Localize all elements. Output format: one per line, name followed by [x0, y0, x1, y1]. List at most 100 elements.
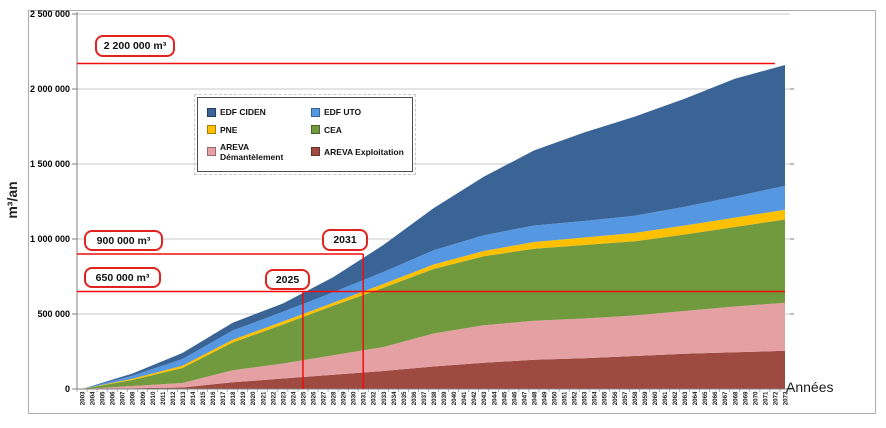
svg-text:2036: 2036	[411, 391, 418, 405]
annotation-year-2031: 2031	[322, 229, 368, 251]
legend-swatch-areva-exploitation	[311, 147, 320, 157]
legend-swatch-pne	[207, 125, 216, 134]
svg-text:2072: 2072	[772, 391, 779, 405]
legend-item-areva-demantelement: AREVA Démantèlement	[207, 142, 311, 162]
svg-text:2064: 2064	[692, 391, 699, 405]
svg-text:2033: 2033	[381, 391, 388, 405]
legend-item-edf-uto: EDF UTO	[311, 107, 412, 117]
legend-swatch-areva-demantelement	[207, 147, 216, 157]
svg-text:2067: 2067	[722, 391, 729, 405]
legend-item-label: EDF UTO	[324, 107, 362, 118]
svg-text:2031: 2031	[361, 391, 368, 405]
annotation-2200000-m3: 2 200 000 m³	[95, 35, 175, 57]
svg-text:2011: 2011	[160, 391, 167, 405]
svg-text:2053: 2053	[582, 391, 589, 405]
chart-legend: EDF CIDEN EDF UTO PNE CEA AREVA Démantèl…	[194, 94, 416, 175]
svg-text:2021: 2021	[260, 391, 267, 405]
svg-text:2017: 2017	[220, 391, 227, 405]
svg-text:2023: 2023	[280, 391, 287, 405]
svg-text:2035: 2035	[401, 391, 408, 405]
svg-text:2026: 2026	[310, 391, 317, 405]
svg-text:2055: 2055	[602, 391, 609, 405]
svg-text:500 000: 500 000	[37, 309, 70, 319]
svg-text:2060: 2060	[652, 391, 659, 405]
svg-text:2051: 2051	[562, 391, 569, 405]
svg-text:2046: 2046	[511, 391, 518, 405]
legend-item-label: AREVA Démantèlement	[220, 141, 284, 162]
svg-text:2003: 2003	[80, 391, 87, 405]
legend-item-areva-exploitation: AREVA Exploitation	[311, 142, 412, 162]
svg-text:2062: 2062	[672, 391, 679, 405]
svg-text:2 500 000: 2 500 000	[30, 9, 70, 19]
svg-text:2018: 2018	[230, 391, 237, 405]
svg-text:2027: 2027	[321, 391, 328, 405]
svg-text:2049: 2049	[541, 391, 548, 405]
svg-text:2040: 2040	[451, 391, 458, 405]
svg-text:2048: 2048	[531, 391, 538, 405]
legend-swatch-cea	[311, 125, 320, 134]
svg-text:2039: 2039	[441, 391, 448, 405]
svg-text:2057: 2057	[622, 391, 629, 405]
svg-text:2038: 2038	[431, 391, 438, 405]
svg-text:2015: 2015	[200, 391, 207, 405]
svg-text:2069: 2069	[742, 391, 749, 405]
svg-text:2068: 2068	[732, 391, 739, 405]
svg-text:2050: 2050	[552, 391, 559, 405]
legend-swatch-edf-ciden	[207, 107, 216, 117]
svg-text:2008: 2008	[130, 391, 137, 405]
svg-text:0: 0	[65, 384, 70, 394]
svg-text:2005: 2005	[100, 391, 107, 405]
svg-text:2045: 2045	[501, 391, 508, 405]
svg-text:2063: 2063	[682, 391, 689, 405]
svg-text:2059: 2059	[642, 391, 649, 405]
annotation-year-2025: 2025	[265, 269, 310, 290]
svg-text:2024: 2024	[290, 391, 297, 405]
svg-text:2009: 2009	[140, 391, 147, 405]
svg-text:1 500 000: 1 500 000	[30, 159, 70, 169]
x-axis-title: Années	[786, 379, 834, 395]
svg-text:2052: 2052	[572, 391, 579, 405]
svg-text:2014: 2014	[190, 391, 197, 405]
legend-item-label: CEA	[324, 124, 342, 135]
svg-text:2061: 2061	[662, 391, 669, 405]
svg-text:2016: 2016	[210, 391, 217, 405]
svg-text:2012: 2012	[170, 391, 177, 405]
svg-text:2065: 2065	[702, 391, 709, 405]
svg-text:2071: 2071	[762, 391, 769, 405]
svg-text:2047: 2047	[521, 391, 528, 405]
svg-text:2070: 2070	[752, 391, 759, 405]
y-axis-title: m³/an	[4, 181, 20, 219]
svg-text:2044: 2044	[491, 391, 498, 405]
legend-item-label: PNE	[220, 124, 238, 135]
svg-text:2043: 2043	[481, 391, 488, 405]
svg-text:2006: 2006	[110, 391, 117, 405]
legend-item-cea: CEA	[311, 125, 412, 135]
svg-text:2034: 2034	[391, 391, 398, 405]
legend-item-label: EDF CIDEN	[220, 107, 266, 118]
legend-item-label: AREVA Exploitation	[324, 146, 404, 157]
svg-text:2020: 2020	[250, 391, 257, 405]
svg-text:1 000 000: 1 000 000	[30, 234, 70, 244]
svg-text:2042: 2042	[471, 391, 478, 405]
legend-swatch-edf-uto	[311, 107, 320, 117]
svg-text:2058: 2058	[632, 391, 639, 405]
svg-text:2056: 2056	[612, 391, 619, 405]
svg-text:2073: 2073	[782, 391, 789, 405]
svg-text:2025: 2025	[300, 391, 307, 405]
legend-item-pne: PNE	[207, 125, 311, 135]
legend-item-edf-ciden: EDF CIDEN	[207, 107, 311, 117]
svg-text:2054: 2054	[592, 391, 599, 405]
svg-text:2007: 2007	[120, 391, 127, 405]
annotation-650000-m3: 650 000 m³	[84, 267, 161, 288]
svg-text:2022: 2022	[270, 391, 277, 405]
svg-text:2004: 2004	[90, 391, 97, 405]
svg-text:2013: 2013	[180, 391, 187, 405]
svg-text:2037: 2037	[421, 391, 428, 405]
svg-text:2066: 2066	[712, 391, 719, 405]
svg-text:2032: 2032	[371, 391, 378, 405]
svg-text:2030: 2030	[351, 391, 358, 405]
svg-text:2 000 000: 2 000 000	[30, 84, 70, 94]
svg-text:2019: 2019	[240, 391, 247, 405]
svg-text:2010: 2010	[150, 391, 157, 405]
